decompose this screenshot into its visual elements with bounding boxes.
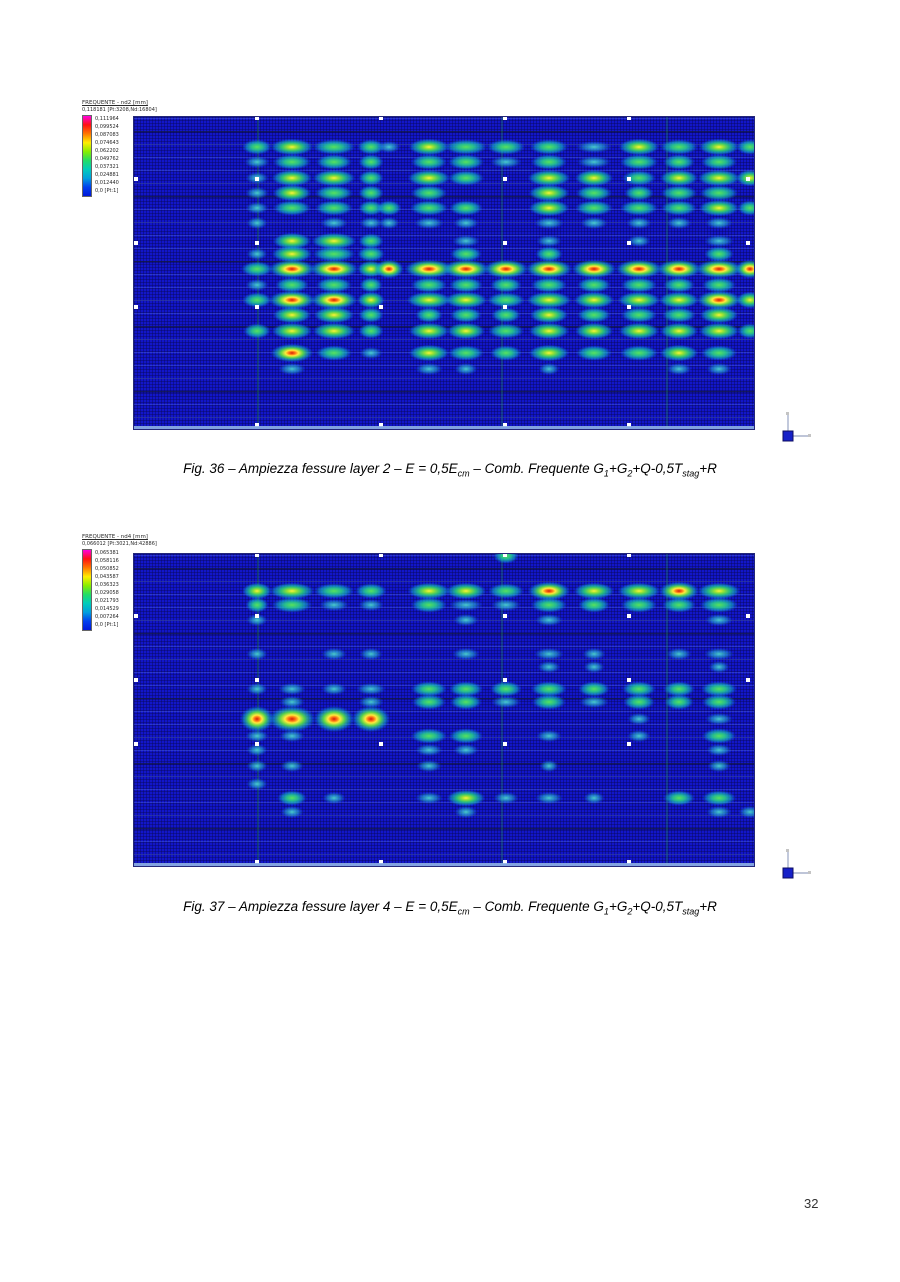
- legend-tick: 0,021793: [95, 598, 119, 604]
- legend-tick: 0,074643: [95, 140, 119, 146]
- legend-tick: 0,029058: [95, 590, 119, 596]
- legend-tick: 0,024881: [95, 172, 119, 178]
- legend-colorbar: [82, 549, 92, 631]
- legend-tick: 0,012440: [95, 180, 119, 186]
- legend-tick: 0,049762: [95, 156, 119, 162]
- figure-36-caption: Fig. 36 – Ampiezza fessure layer 2 – E =…: [183, 461, 717, 479]
- legend-body: 0,111964 0,099524 0,087083 0,074643 0,062202…: [82, 115, 202, 197]
- legend-tick: 0,007264: [95, 614, 119, 620]
- legend-tick-labels: 0,065381 0,058116 0,050852 0,043587 0,036323…: [95, 549, 119, 631]
- legend-tick: 0,062202: [95, 148, 119, 154]
- contour-plot-fig36: [133, 116, 755, 430]
- axis-triad-icon: [782, 849, 811, 879]
- legend-max-value: 0,118181 [Pt:3208,Nd:16804]: [82, 107, 157, 113]
- contour-legend-fig36: FREQUENTE - nd2 [mm] 0,118181 [Pt:3208,N…: [82, 100, 202, 197]
- legend-tick: 0,0 [Pt:1]: [95, 622, 119, 628]
- legend-tick: 0,087083: [95, 132, 119, 138]
- legend-tick: 0,043587: [95, 574, 119, 580]
- legend-colorbar: [82, 115, 92, 197]
- legend-tick: 0,037321: [95, 164, 119, 170]
- legend-tick: 0,0 [Pt:1]: [95, 188, 119, 194]
- legend-max-value: 0,066012 [Pt:3021,Nd:42886]: [82, 541, 157, 547]
- contour-plot-fig37: [133, 553, 755, 867]
- axis-triad-icon: [782, 412, 811, 442]
- contour-plot-canvas: [134, 117, 754, 429]
- page-number: 32: [804, 1196, 819, 1211]
- legend-tick: 0,065381: [95, 550, 119, 556]
- legend-body: 0,065381 0,058116 0,050852 0,043587 0,036323…: [82, 549, 202, 631]
- legend-title: FREQUENTE - nd4 [mm]: [82, 534, 148, 540]
- legend-tick: 0,099524: [95, 124, 119, 130]
- contour-legend-fig37: FREQUENTE - nd4 [mm] 0,066012 [Pt:3021,N…: [82, 534, 202, 631]
- contour-plot-canvas: [134, 554, 754, 866]
- figure-37-caption: Fig. 37 – Ampiezza fessure layer 4 – E =…: [183, 899, 717, 917]
- legend-tick: 0,111964: [95, 116, 119, 122]
- legend-tick: 0,050852: [95, 566, 119, 572]
- legend-tick: 0,036323: [95, 582, 119, 588]
- legend-title: FREQUENTE - nd2 [mm]: [82, 100, 148, 106]
- legend-tick-labels: 0,111964 0,099524 0,087083 0,074643 0,062202…: [95, 115, 119, 197]
- legend-tick: 0,014529: [95, 606, 119, 612]
- legend-tick: 0,058116: [95, 558, 119, 564]
